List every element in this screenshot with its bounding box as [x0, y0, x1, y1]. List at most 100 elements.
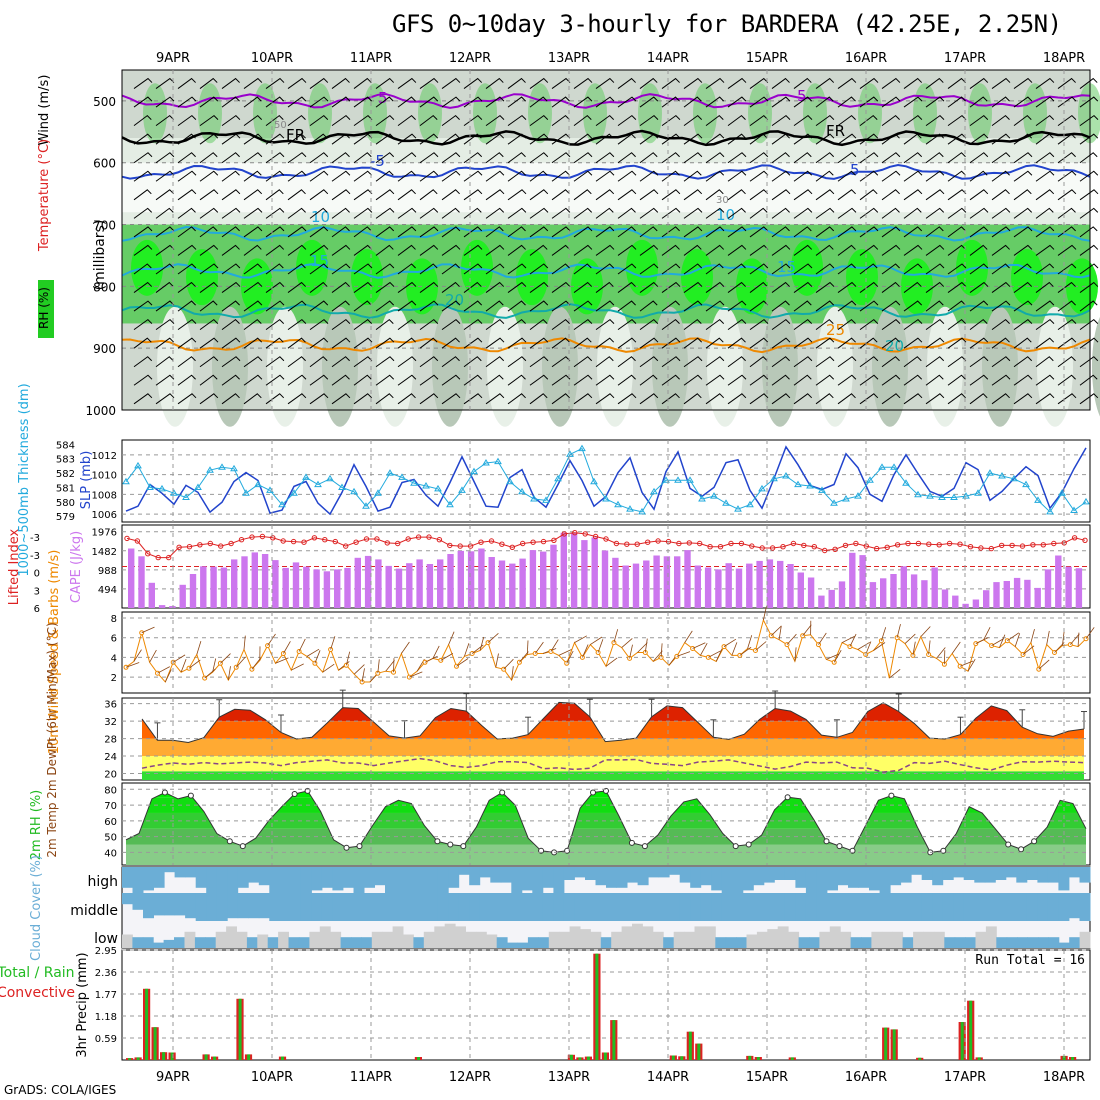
wind-barb: [243, 77, 263, 89]
cloud-bar: [1037, 893, 1049, 921]
footer-credit: GrADS: COLA/IGES: [4, 1083, 117, 1097]
wind-barb: [1057, 244, 1077, 256]
cape-bar: [550, 544, 557, 608]
wind-barb: [837, 207, 857, 219]
li-point: [228, 540, 234, 547]
li-point: [478, 539, 484, 545]
cape-bar: [313, 569, 320, 608]
wind-barb: [177, 318, 197, 331]
wind-barb: [573, 96, 593, 108]
wind-barb: [925, 114, 945, 127]
cloud-bar: [153, 893, 165, 916]
wind-barb: [771, 300, 790, 312]
wind-barb: [903, 300, 923, 312]
date-label-bottom: 12APR: [449, 1070, 491, 1085]
wind-barb: [683, 189, 703, 201]
cloud-bar: [475, 931, 487, 948]
li-line: [126, 532, 1086, 559]
wind-barb: [419, 300, 439, 312]
cloud-bar: [1016, 893, 1028, 921]
rh-tick-label: 80: [104, 785, 117, 796]
cape-bar: [653, 555, 660, 608]
wind-barb: [859, 281, 879, 293]
wind-barb: [1079, 114, 1099, 127]
precip-bar-rain: [756, 1057, 760, 1060]
cloud-bar: [216, 867, 228, 893]
wind-barb: [771, 170, 791, 182]
surface-wind-barb: [841, 635, 855, 643]
wind-barb: [661, 226, 680, 238]
wind-barb: [859, 263, 878, 275]
rh-point: [239, 843, 246, 850]
surface-wind-barb: [605, 657, 618, 667]
cloud-bar: [267, 937, 279, 948]
wind-barb: [485, 114, 505, 127]
wind-barb: [573, 77, 593, 89]
wind-barb: [331, 318, 351, 331]
wind-barb: [947, 152, 966, 164]
rh-cell-high: [681, 249, 713, 306]
cloud-bar: [600, 937, 612, 948]
wind-barb: [529, 356, 549, 368]
cloud-bar: [321, 867, 333, 888]
wind-barb: [1079, 133, 1099, 145]
cloud-bar: [871, 931, 883, 948]
thickness-point: [206, 466, 214, 473]
wind-barb: [551, 281, 571, 293]
wind-barb: [243, 96, 262, 108]
cape-bar: [169, 606, 176, 608]
wind-barb: [485, 152, 504, 164]
cloud-bar: [122, 934, 133, 948]
wind-barb: [507, 114, 527, 127]
wind-barb: [485, 244, 505, 256]
wind-barb: [969, 207, 989, 219]
surface-wind-barb: [298, 638, 306, 652]
wind-barb: [705, 337, 724, 349]
li-point: [540, 538, 547, 545]
wind-barb: [683, 77, 703, 89]
contour-label: 10: [311, 208, 330, 226]
wind-barb: [353, 263, 373, 275]
cloud-bar: [984, 867, 996, 883]
wind-barb: [507, 170, 526, 182]
rh-cell-high: [186, 249, 218, 306]
wind-barb: [925, 337, 945, 349]
cloud-bar: [216, 893, 228, 921]
surface-wind-barb: [220, 653, 231, 664]
li-point: [894, 542, 901, 548]
wind-barb: [375, 152, 395, 164]
wind-barb: [573, 374, 593, 386]
surface-wind-barb: [889, 668, 901, 679]
wind-barb: [925, 133, 945, 145]
wind-barb: [815, 77, 835, 89]
cape-bar: [766, 559, 774, 608]
surface-wind-barb: [456, 658, 469, 667]
cloud-bar: [1037, 867, 1049, 883]
wind-barb: [595, 170, 615, 182]
cloud-bar: [974, 893, 986, 921]
surface-wind-barb: [794, 647, 797, 662]
wind-barb: [375, 393, 394, 405]
cloud-bar: [616, 893, 628, 921]
wind-barb: [661, 337, 681, 349]
wind-barb: [177, 189, 197, 201]
wind-barb: [1057, 170, 1077, 182]
cloud-bar: [1005, 893, 1017, 921]
wind-barb: [375, 207, 395, 219]
wind-barb: [243, 189, 263, 201]
wind-barb: [749, 374, 769, 386]
cloud-bar: [455, 926, 466, 948]
cape-bar: [334, 569, 341, 608]
precip-bar-rain: [790, 1057, 794, 1060]
wind-barb: [881, 77, 901, 89]
precip-bar-rain: [680, 1056, 684, 1060]
cloud-bar: [406, 893, 418, 921]
wind-barb: [573, 356, 593, 368]
wind-barb: [375, 318, 394, 331]
cloud-bar: [975, 931, 987, 948]
wind-barb: [265, 318, 285, 331]
thickness-point: [1010, 474, 1018, 482]
cloud-bar: [763, 893, 775, 921]
date-label-top: 14APR: [647, 51, 689, 66]
cape-bar: [467, 551, 475, 608]
